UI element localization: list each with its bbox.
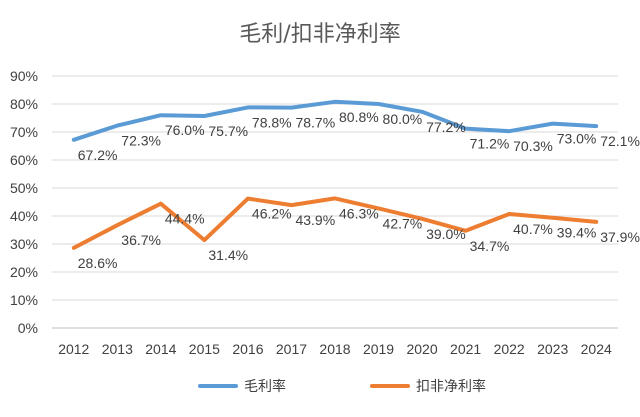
y-tick-label: 50% [10,180,38,196]
data-label: 42.7% [383,215,423,231]
x-tick-label: 2023 [537,341,568,357]
data-label: 39.0% [426,226,466,242]
data-label: 44.4% [165,211,205,227]
data-label: 72.3% [121,133,161,149]
data-label: 67.2% [78,147,118,163]
x-tick-label: 2024 [581,341,612,357]
data-label: 76.0% [165,122,205,138]
data-label: 71.2% [470,136,510,152]
data-label: 78.7% [295,115,335,131]
data-label: 75.7% [208,123,248,139]
y-tick-label: 90% [10,68,38,84]
data-label: 80.8% [339,109,379,125]
x-tick-label: 2012 [58,341,89,357]
y-tick-label: 80% [10,96,38,112]
x-tick-label: 2020 [406,341,437,357]
data-label: 36.7% [121,232,161,248]
y-tick-label: 10% [10,292,38,308]
data-label: 46.2% [252,206,292,222]
data-label: 77.2% [426,119,466,135]
x-tick-label: 2021 [450,341,481,357]
gridlines [52,75,618,329]
x-tick-label: 2018 [319,341,350,357]
x-tick-label: 2016 [232,341,263,357]
x-tick-label: 2014 [145,341,176,357]
x-tick-label: 2022 [494,341,525,357]
series-layer [71,99,599,250]
data-label: 78.8% [252,114,292,130]
data-label: 43.9% [295,212,335,228]
x-axis: 2012 2013 2014 2015 2016 2017 2018 2019 2020 2021… [58,341,612,357]
y-tick-label: 70% [10,124,38,140]
legend-label: 毛利率 [244,378,286,395]
data-label: 40.7% [513,221,553,237]
y-axis: 0% 10% 20% 30% 40% 50% 60% 70% 80% 90% [10,68,38,336]
legend: 毛利率 扣非净利率 [198,378,486,395]
data-label: 37.9% [600,229,640,245]
x-tick-label: 2015 [189,341,220,357]
data-label: 72.1% [600,133,640,149]
y-tick-label: 20% [10,264,38,280]
data-label: 46.3% [339,205,379,221]
y-tick-label: 30% [10,236,38,252]
data-label: 39.4% [557,225,597,241]
legend-label: 扣非净利率 [416,378,486,395]
data-label: 80.0% [383,111,423,127]
y-tick-label: 0% [18,320,38,336]
data-label: 73.0% [557,131,597,147]
data-labels: 67.2%72.3%76.0% 75.7%78.8% 78.7% 80.8% 80.0%… [78,109,640,271]
data-label: 70.3% [513,138,553,154]
y-tick-label: 60% [10,152,38,168]
x-tick-label: 2019 [363,341,394,357]
chart-title: 毛利/扣非净利率 [239,22,400,47]
y-tick-label: 40% [10,208,38,224]
data-label: 28.6% [78,255,118,271]
data-label: 31.4% [208,247,248,263]
x-tick-label: 2017 [276,341,307,357]
data-label: 34.7% [470,238,510,254]
x-tick-label: 2013 [102,341,133,357]
